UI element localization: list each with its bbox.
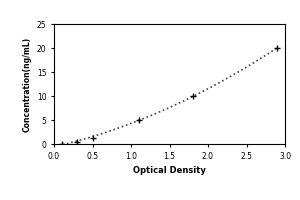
- X-axis label: Optical Density: Optical Density: [133, 166, 206, 175]
- Y-axis label: Concentration(ng/mL): Concentration(ng/mL): [22, 36, 31, 132]
